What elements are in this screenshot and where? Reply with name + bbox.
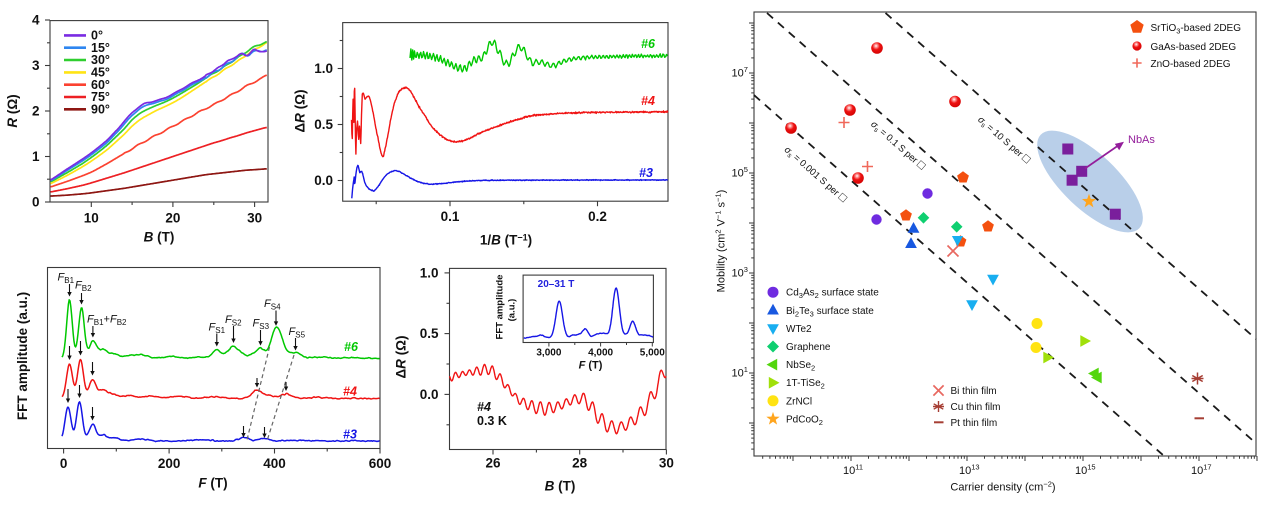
svg-text:FS4: FS4 (264, 298, 281, 312)
svg-text:1/B (T−1): 1/B (T−1) (480, 233, 532, 248)
svg-text:1T-TiSe2: 1T-TiSe2 (786, 378, 825, 391)
svg-text:30: 30 (659, 456, 674, 471)
svg-text:B (T): B (T) (144, 230, 175, 245)
svg-text:0: 0 (60, 456, 68, 471)
svg-text:400: 400 (263, 456, 286, 471)
svg-text:#6: #6 (641, 37, 656, 51)
svg-text:2: 2 (32, 104, 40, 119)
svg-text:20–31 T: 20–31 T (538, 279, 575, 290)
svg-text:26: 26 (485, 456, 501, 471)
svg-text:WTe2: WTe2 (786, 324, 812, 335)
svg-text:σs = 0.1 S per □: σs = 0.1 S per □ (868, 118, 928, 173)
svg-text:B (T): B (T) (545, 479, 576, 494)
svg-text:4: 4 (32, 13, 40, 28)
svg-text:FFT amplitude: FFT amplitude (495, 275, 506, 340)
svg-text:15°: 15° (91, 41, 110, 55)
svg-text:Bi2Te3 surface state: Bi2Te3 surface state (786, 306, 874, 319)
svg-text:1.0: 1.0 (420, 266, 439, 281)
svg-text:30: 30 (247, 211, 262, 226)
svg-text:FB1+FB2: FB1+FB2 (87, 314, 127, 328)
svg-text:20: 20 (165, 211, 180, 226)
svg-text:600: 600 (369, 456, 392, 471)
svg-text:107: 107 (732, 65, 748, 80)
svg-text:FB1: FB1 (58, 272, 75, 286)
svg-text:Bi thin film: Bi thin film (951, 386, 997, 397)
svg-text:1015: 1015 (1075, 463, 1096, 478)
svg-text:Mobility (cm2 V−1 s−1): Mobility (cm2 V−1 s−1) (714, 190, 728, 293)
svg-text:Cu thin film: Cu thin film (951, 402, 1001, 413)
svg-text:FS3: FS3 (253, 318, 270, 332)
svg-text:105: 105 (732, 165, 748, 180)
svg-text:#4: #4 (641, 94, 655, 108)
svg-text:#6: #6 (344, 340, 359, 354)
svg-text:PdCoO2: PdCoO2 (786, 414, 823, 427)
svg-text:0.0: 0.0 (314, 173, 333, 188)
svg-text:0.1: 0.1 (441, 209, 460, 224)
svg-text:0.5: 0.5 (314, 117, 333, 132)
svg-text:(a.u.): (a.u.) (507, 299, 518, 322)
svg-text:0°: 0° (91, 29, 103, 43)
svg-text:1: 1 (32, 149, 40, 164)
svg-text:#3: #3 (343, 428, 357, 442)
svg-text:#3: #3 (639, 166, 653, 180)
svg-text:1013: 1013 (959, 463, 980, 478)
svg-text:F (T): F (T) (579, 360, 603, 372)
svg-text:1.0: 1.0 (314, 61, 333, 76)
svg-text:FB2: FB2 (75, 280, 92, 294)
svg-text:ΔR (Ω): ΔR (Ω) (394, 335, 409, 378)
svg-text:28: 28 (572, 456, 588, 471)
svg-text:Graphene: Graphene (786, 342, 831, 353)
svg-text:90°: 90° (91, 103, 110, 117)
svg-text:30°: 30° (91, 53, 110, 67)
svg-text:FS2: FS2 (225, 314, 242, 328)
svg-text:1017: 1017 (1191, 463, 1212, 478)
svg-text:#4: #4 (477, 400, 491, 414)
svg-text:ZnO-based 2DEG: ZnO-based 2DEG (1151, 59, 1231, 70)
svg-text:ZrNCl: ZrNCl (786, 396, 812, 407)
svg-text:10: 10 (84, 211, 99, 226)
svg-text:0: 0 (32, 195, 40, 210)
svg-text:0.5: 0.5 (420, 326, 439, 341)
svg-text:45°: 45° (91, 66, 110, 80)
svg-text:ΔR (Ω): ΔR (Ω) (293, 89, 308, 132)
svg-text:σs = 10 S per □: σs = 10 S per □ (975, 114, 1033, 167)
svg-text:R (Ω): R (Ω) (5, 94, 20, 127)
svg-text:4,000: 4,000 (588, 348, 613, 359)
svg-text:1011: 1011 (843, 463, 863, 478)
svg-text:σs = 0.001 S per □: σs = 0.001 S per □ (781, 144, 849, 206)
svg-text:60°: 60° (91, 78, 110, 92)
svg-text:NbSe2: NbSe2 (786, 360, 815, 373)
svg-text:FFT amplitude (a.u.): FFT amplitude (a.u.) (15, 292, 30, 420)
svg-text:75°: 75° (91, 90, 110, 104)
svg-text:101: 101 (732, 365, 748, 380)
svg-text:Pt thin film: Pt thin film (951, 418, 998, 429)
svg-text:0.0: 0.0 (420, 387, 439, 402)
svg-text:FS5: FS5 (289, 326, 306, 340)
svg-text:103: 103 (732, 265, 748, 280)
svg-text:FS1: FS1 (209, 322, 226, 336)
svg-text:Carrier density (cm−2): Carrier density (cm−2) (950, 480, 1055, 494)
svg-text:0.2: 0.2 (588, 209, 607, 224)
svg-text:GaAs-based 2DEG: GaAs-based 2DEG (1151, 42, 1237, 53)
svg-text:F (T): F (T) (198, 476, 227, 491)
svg-text:200: 200 (158, 456, 181, 471)
svg-text:0.3 K: 0.3 K (477, 414, 507, 428)
svg-text:SrTiO3-based 2DEG: SrTiO3-based 2DEG (1151, 23, 1242, 36)
svg-text:Cd3As2 surface state: Cd3As2 surface state (786, 288, 879, 301)
svg-text:NbAs: NbAs (1128, 134, 1155, 146)
svg-text:5,000: 5,000 (640, 348, 665, 359)
svg-text:3,000: 3,000 (536, 348, 561, 359)
svg-text:#4: #4 (343, 385, 357, 399)
svg-text:3: 3 (32, 58, 40, 73)
